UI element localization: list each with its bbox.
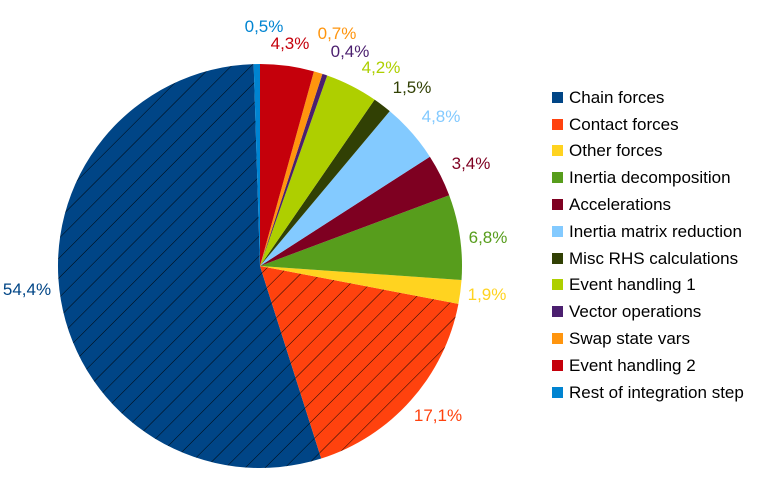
legend-item-accelerations: Accelerations — [552, 191, 744, 218]
legend-swatch — [552, 172, 563, 184]
legend-label: Rest of integration step — [569, 382, 744, 402]
data-label-accelerations: 3,4% — [452, 154, 491, 173]
legend-item-vector-operations: Vector operations — [552, 298, 744, 325]
data-label-contact-forces: 17,1% — [414, 406, 462, 425]
legend-swatch — [552, 306, 563, 318]
legend-swatch — [552, 91, 563, 103]
legend-label: Accelerations — [569, 195, 672, 215]
legend-swatch — [552, 359, 563, 371]
legend-swatch — [552, 225, 563, 237]
legend-label: Misc RHS calculations — [569, 248, 739, 268]
slice-swap-state-vars — [260, 71, 323, 266]
data-label-chain-forces: 54,4% — [3, 280, 51, 299]
legend: Chain forces Contact forces Other forces In… — [552, 84, 744, 406]
legend-swatch — [552, 252, 563, 264]
legend-label: Event handling 2 — [569, 355, 696, 375]
legend-label: Other forces — [569, 141, 663, 161]
legend-item-inertia-decomposition: Inertia decomposition — [552, 164, 744, 191]
data-label-misc-rhs-calculations: 1,5% — [393, 78, 432, 97]
slice-hatch-contact-forces — [260, 266, 459, 459]
slice-rest-of-integration-step — [253, 64, 260, 266]
legend-item-inertia-matrix-reduction: Inertia matrix reduction — [552, 218, 744, 245]
legend-label: Event handling 1 — [569, 275, 696, 295]
legend-label: Inertia decomposition — [569, 168, 731, 188]
legend-swatch — [552, 386, 563, 398]
data-label-vector-operations: 0,4% — [331, 42, 370, 61]
legend-label: Inertia matrix reduction — [569, 221, 742, 241]
legend-item-swap-state-vars: Swap state vars — [552, 325, 744, 352]
data-label-event-handling-1: 4,2% — [362, 58, 401, 77]
legend-item-rest-of-integration-step: Rest of integration step — [552, 379, 744, 406]
legend-swatch — [552, 145, 563, 157]
legend-item-event-handling-2: Event handling 2 — [552, 352, 744, 379]
legend-item-other-forces: Other forces — [552, 138, 744, 165]
legend-item-contact-forces: Contact forces — [552, 111, 744, 138]
pie-plot: 54,4%17,1%1,9%6,8%3,4%4,8%1,5%4,2%0,4%0,… — [3, 17, 507, 469]
data-label-other-forces: 1,9% — [468, 285, 507, 304]
slice-event-handling-2 — [260, 64, 314, 266]
legend-label: Contact forces — [569, 114, 679, 134]
slice-misc-rhs-calculations — [260, 99, 390, 267]
legend-swatch — [552, 333, 563, 345]
slice-inertia-decomposition — [260, 195, 463, 280]
legend-swatch — [552, 118, 563, 130]
legend-label: Vector operations — [569, 302, 702, 322]
legend-label: Swap state vars — [569, 329, 690, 349]
data-label-inertia-matrix-reduction: 4,8% — [422, 107, 461, 126]
legend-label: Chain forces — [569, 87, 665, 107]
data-label-inertia-decomposition: 6,8% — [469, 228, 508, 247]
slice-other-forces — [260, 266, 462, 304]
slice-vector-operations — [260, 73, 328, 266]
labels-layer: 54,4%17,1%1,9%6,8%3,4%4,8%1,5%4,2%0,4%0,… — [3, 17, 507, 425]
legend-swatch — [552, 199, 563, 211]
slice-accelerations — [260, 156, 450, 266]
data-label-event-handling-2: 4,3% — [271, 34, 310, 53]
slice-event-handling-1 — [260, 75, 375, 267]
slices-layer — [57, 64, 463, 469]
data-label-swap-state-vars: 0,7% — [318, 24, 357, 43]
data-label-rest-of-integration-step: 0,5% — [245, 17, 284, 36]
slice-inertia-matrix-reduction — [260, 111, 430, 266]
slice-hatch-chain-forces — [57, 64, 322, 469]
legend-item-event-handling-1: Event handling 1 — [552, 272, 744, 299]
legend-item-chain-forces: Chain forces — [552, 84, 744, 111]
legend-swatch — [552, 279, 563, 291]
legend-item-misc-rhs-calculations: Misc RHS calculations — [552, 245, 744, 272]
